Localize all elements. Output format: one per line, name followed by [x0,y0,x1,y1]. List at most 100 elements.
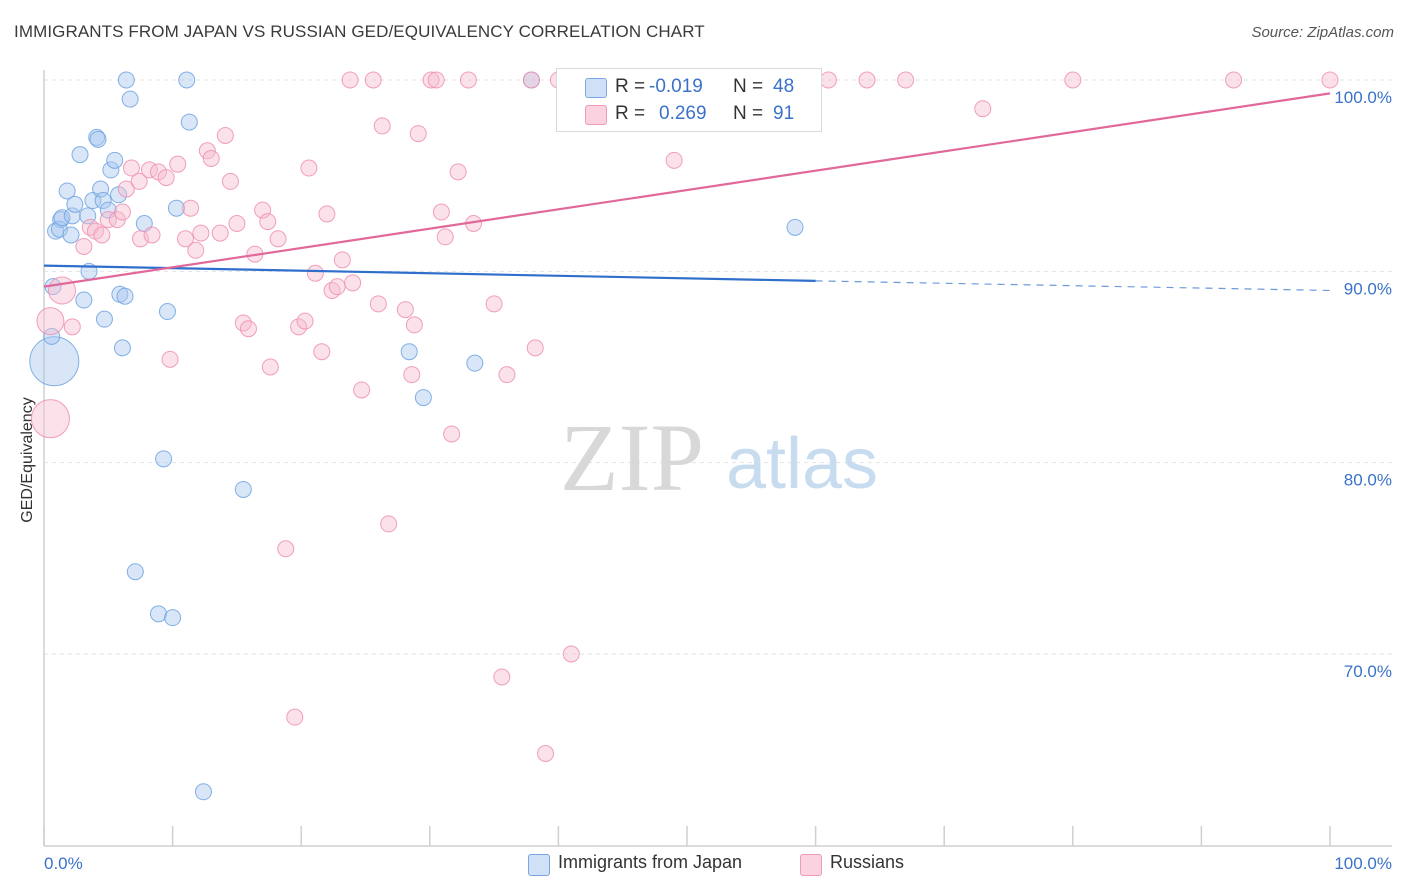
point-japan [167,199,185,217]
axes [43,70,1392,847]
point-japan [121,90,139,108]
point-russians [819,71,837,89]
x-tick-label-min: 0.0% [44,854,83,873]
point-russians [1225,71,1243,89]
point-russians [353,381,371,399]
point-russians [269,230,287,248]
point-russians [36,307,65,336]
point-russians [143,226,161,244]
legend-r-label: R = [615,76,646,97]
point-japan [155,450,173,468]
point-japan [466,354,484,372]
point-russians [449,163,467,181]
point-russians [858,71,876,89]
point-japan [414,389,432,407]
point-russians [405,316,423,334]
point-russians [130,172,148,190]
point-japan [149,605,167,623]
point-russians [157,169,175,187]
correlation-legend: R = -0.019 N = 48 R = 0.269 N = 91 [556,68,822,132]
point-japan [102,161,120,179]
point-russians [228,215,246,232]
point-japan [106,151,124,169]
point-russians [122,159,140,177]
point-russians [459,71,477,89]
trend-line-russians [43,92,1331,288]
point-russians [182,199,200,217]
chart-title: IMMIGRANTS FROM JAPAN VS RUSSIAN GED/EQU… [14,22,705,41]
point-japan [786,218,804,236]
series-label-japan: Immigrants from Japan [558,852,743,872]
point-russians [202,149,220,167]
point-russians [537,744,555,762]
series-label-russians: Russians [830,852,905,872]
point-russians [897,71,915,89]
point-russians [198,142,216,160]
point-japan [99,201,117,219]
point-japan [71,146,89,164]
x-tick-label-max: 100.0% [1334,854,1392,873]
point-russians [261,358,279,376]
point-japan [234,480,252,498]
point-russians [93,226,111,244]
point-russians [113,203,131,221]
point-russians [328,278,346,296]
gridlines [44,79,1392,655]
point-russians [562,645,580,663]
legend-n-label: N = [733,76,764,97]
point-russians [498,366,516,384]
point-russians [485,295,503,313]
point-russians [409,125,427,143]
point-russians [221,172,239,190]
point-russians [99,211,117,229]
point-russians [522,71,540,89]
point-russians [341,71,359,89]
source-credit: Source: ZipAtlas.com [1251,24,1394,41]
point-russians [665,151,683,169]
point-russians [296,312,314,330]
point-russians [117,180,135,198]
legend-row-japan: R = -0.019 N = 48 [557,73,821,101]
series-legend: Immigrants from Japan Russians [0,852,1406,878]
point-russians [443,425,461,443]
point-japan [58,182,76,200]
point-japan [400,343,418,361]
point-russians [1321,71,1339,89]
point-russians [1064,71,1082,89]
point-russians [493,668,511,686]
point-russians [364,71,382,89]
point-japan [95,310,113,328]
point-japan [126,563,144,581]
legend-n-value-japan: 48 [773,76,795,97]
point-russians [239,320,257,338]
point-japan [158,303,176,321]
trend-lines [43,92,1331,292]
legend-swatch-japan [585,78,607,98]
point-japan [164,609,182,627]
point-russians [277,540,295,558]
y-tick-label: 90.0% [1344,279,1392,298]
point-russians [169,155,187,173]
tick-labels: 100.0% 90.0% 80.0% 70.0% 0.0% 100.0% [44,88,1392,873]
point-japan [180,113,198,131]
legend-n-label: N = [733,103,764,124]
point-japan [89,130,107,148]
point-japan [194,783,212,801]
point-japan [53,209,71,227]
point-japan [117,71,135,89]
point-russians [286,708,304,726]
point-japan [29,336,80,387]
legend-n-value-russians: 91 [773,103,795,124]
point-russians [306,264,324,282]
point-japan [116,287,134,305]
point-russians [403,366,421,384]
point-russians [216,126,234,144]
trend-line-japan [43,264,816,282]
point-russians [436,228,454,246]
point-japan [178,71,196,89]
point-russians [187,241,205,259]
point-russians [369,295,387,313]
point-japan [43,327,61,345]
point-russians [313,343,331,361]
